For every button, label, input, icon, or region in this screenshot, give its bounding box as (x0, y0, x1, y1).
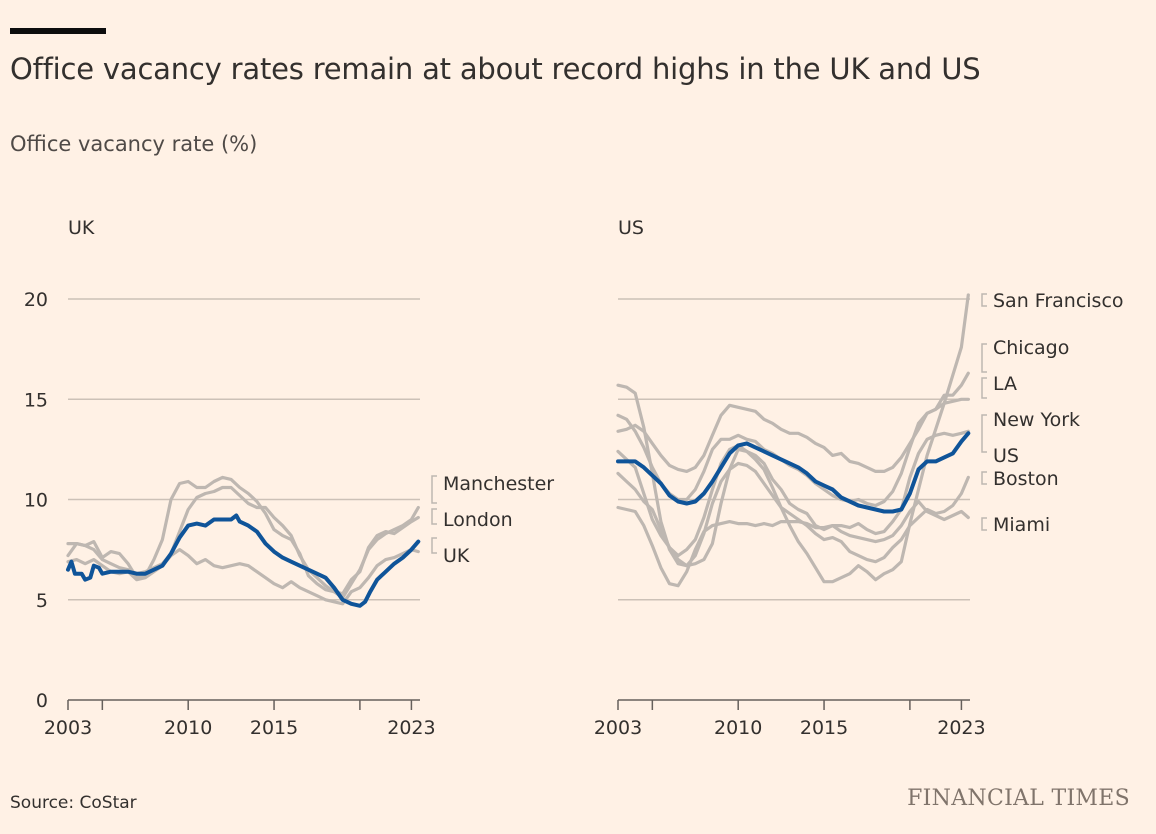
us-xtick-label-2010: 2010 (714, 717, 762, 739)
chart-title: Office vacancy rates remain at about rec… (10, 52, 981, 86)
uk-end-label-uk: UK (443, 545, 470, 567)
us-series-us (616, 431, 971, 514)
ft-logo: FINANCIAL TIMES (907, 786, 1130, 811)
us-end-label-boston: Boston (993, 468, 1059, 490)
uk-series-uk (66, 513, 421, 608)
uk-ytick-label-0: 0 (36, 690, 48, 712)
us-panel-title: US (618, 217, 644, 239)
us-end-label-la: LA (993, 373, 1017, 395)
us-series-miami (616, 499, 970, 588)
uk-label-bracket-3 (431, 537, 437, 554)
us-label-bracket-6 (981, 517, 987, 531)
us-label-bracket-5 (981, 471, 987, 485)
us-series-new-york (616, 429, 970, 558)
uk-panel-title: UK (68, 217, 95, 239)
uk-xtick-label-2003: 2003 (44, 717, 92, 739)
header-accent-bar (10, 28, 106, 34)
us-xtick-label-2015: 2015 (800, 717, 848, 739)
us-end-label-us: US (993, 445, 1019, 467)
uk-label-bracket-2 (431, 508, 437, 525)
source-note: Source: CoStar (10, 793, 137, 813)
uk-end-label-manchester: Manchester (443, 473, 554, 495)
uk-ytick-label-5: 5 (36, 590, 48, 612)
us-xtick-label-2003: 2003 (594, 717, 642, 739)
us-series-la (616, 397, 970, 508)
us-label-bracket-2 (981, 343, 987, 373)
uk-end-label-london: London (443, 509, 513, 531)
us-series-boston (616, 449, 970, 568)
us-end-label-chicago: Chicago (993, 337, 1069, 359)
us-end-label-new-york: New York (993, 409, 1080, 431)
us-end-label-san-francisco: San Francisco (993, 290, 1124, 312)
uk-xtick-label-2010: 2010 (164, 717, 212, 739)
us-label-bracket-4 (981, 414, 987, 453)
us-end-label-miami: Miami (993, 514, 1050, 536)
uk-series-london (66, 485, 420, 596)
us-series-san-francisco (616, 293, 970, 584)
us-xtick-label-2023: 2023 (937, 717, 985, 739)
chart-subtitle: Office vacancy rate (%) (10, 132, 258, 156)
us-label-bracket-1 (981, 293, 987, 307)
us-label-bracket-3 (981, 377, 987, 399)
uk-ytick-label-20: 20 (24, 289, 48, 311)
uk-xtick-label-2023: 2023 (387, 717, 435, 739)
uk-ytick-label-15: 15 (24, 389, 48, 411)
uk-xtick-label-2015: 2015 (250, 717, 298, 739)
uk-label-bracket-1 (431, 475, 437, 504)
uk-ytick-label-10: 10 (24, 490, 48, 512)
